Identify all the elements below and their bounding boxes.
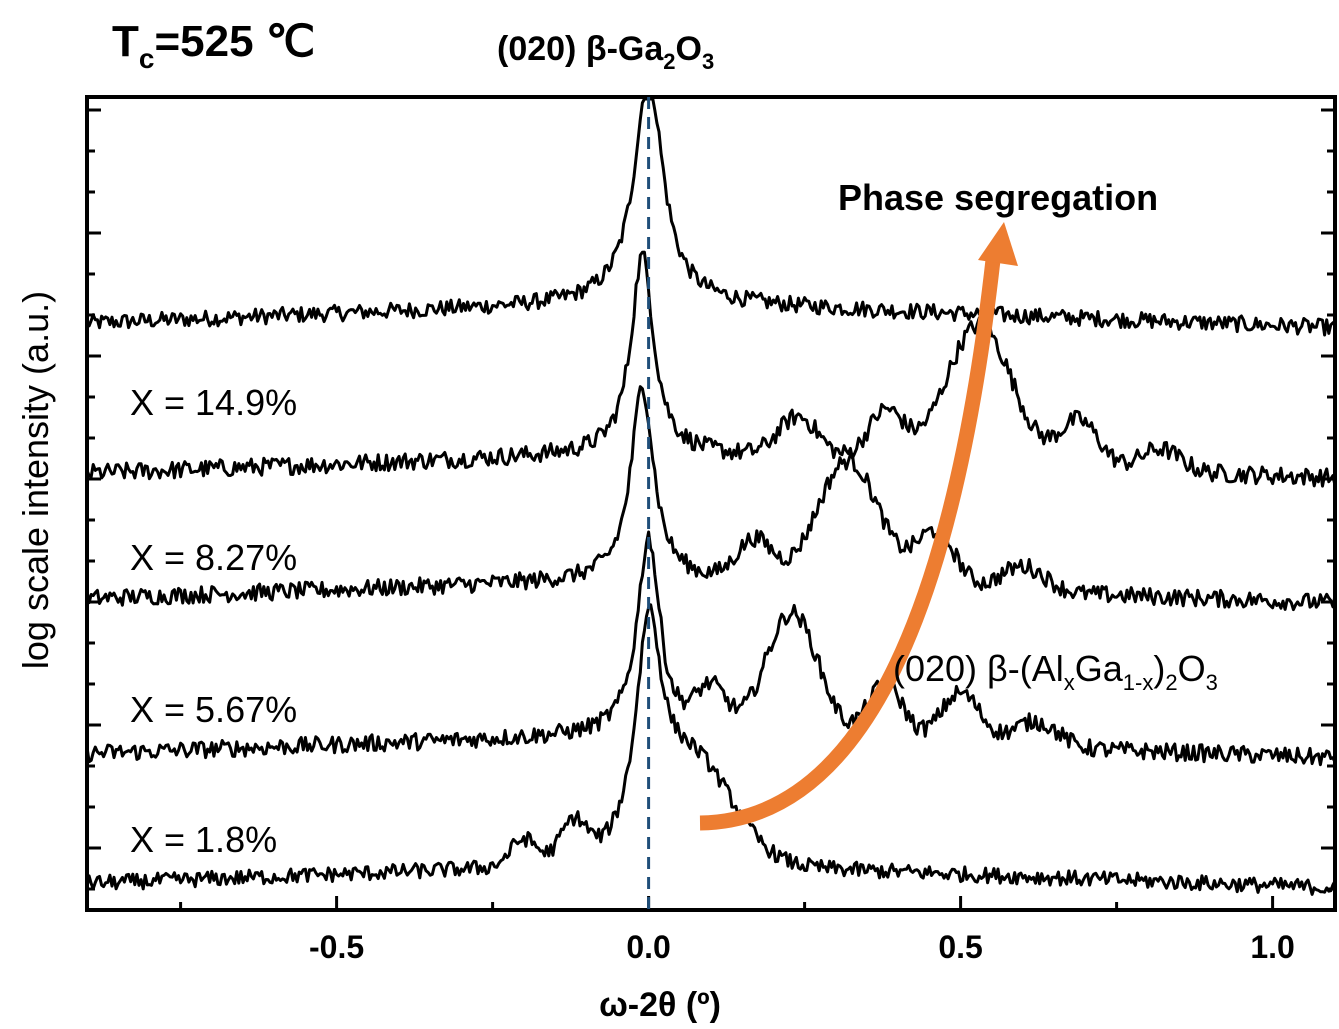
arrow-head bbox=[978, 222, 1018, 266]
series-line-1 bbox=[85, 250, 1337, 488]
series-line-2 bbox=[85, 385, 1337, 612]
series-line-3 bbox=[85, 530, 1337, 767]
x-axis-ticks: -0.5 0.0 0.5 1.0 bbox=[179, 896, 1295, 965]
x-tick-label: 0.0 bbox=[626, 929, 670, 965]
series-label: X = 5.67% bbox=[130, 689, 297, 730]
plot-frame bbox=[85, 95, 1337, 912]
series-label: X = 14.9% bbox=[130, 382, 297, 423]
series-labels: X = 14.9% X = 8.27% X = 5.67% X = 1.8% bbox=[130, 382, 297, 860]
series-line-4 bbox=[85, 603, 1337, 896]
x-axis-label: ω-2θ (º) bbox=[599, 986, 721, 1024]
y-axis-label: log scale intensity (a.u.) bbox=[15, 291, 56, 669]
x-tick-label: 1.0 bbox=[1250, 929, 1294, 965]
phase-segregation-arrow bbox=[699, 259, 1001, 831]
series-line-0 bbox=[85, 97, 1336, 337]
series-label: X = 1.8% bbox=[130, 819, 277, 860]
reference-phase-label: (020) β-Ga2O3 bbox=[497, 30, 714, 74]
x-tick-label: -0.5 bbox=[309, 929, 364, 965]
y-axis-ticks bbox=[87, 108, 1335, 891]
tc-label: Tc=525 ℃ bbox=[112, 17, 315, 74]
x-tick-label: 0.5 bbox=[938, 929, 982, 965]
phase-segregation-label: Phase segregation bbox=[838, 177, 1158, 218]
film-phase-label: (020) β-(AlxGa1-x)2O3 bbox=[893, 648, 1218, 695]
series-layer bbox=[85, 97, 1337, 896]
series-label: X = 8.27% bbox=[130, 537, 297, 578]
